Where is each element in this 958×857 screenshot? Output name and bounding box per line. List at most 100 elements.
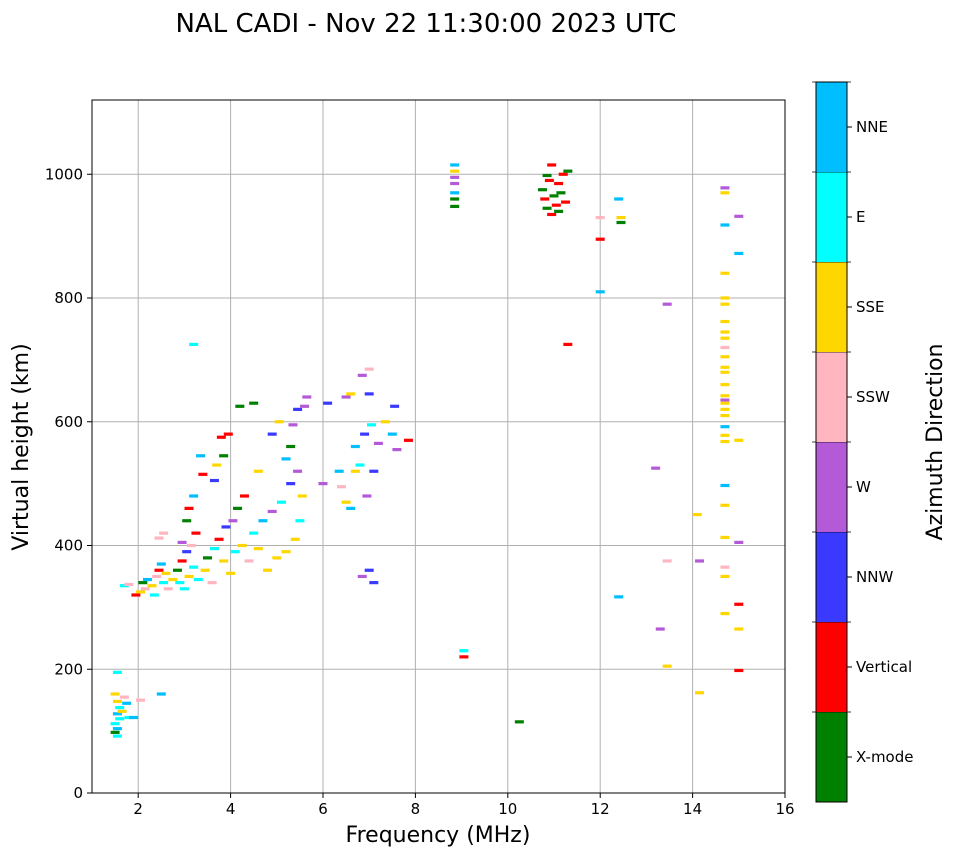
colorbar-label: SSE [856,298,885,316]
data-point [720,223,730,227]
data-point [203,556,212,560]
data-point [595,290,605,294]
data-point [459,655,469,659]
data-point [720,611,730,616]
colorbar-label: X-mode [856,748,913,766]
data-point [112,670,122,674]
data-point [219,559,229,563]
data-point [720,296,730,300]
data-point [124,582,134,587]
data-point [288,423,298,427]
data-point [595,237,605,241]
data-point [140,587,150,591]
data-point [551,203,561,207]
data-point [373,441,383,446]
data-point [357,574,367,579]
y-axis-ticks: 0 200 400 600 800 1000 [45,165,92,802]
data-point [720,345,730,350]
data-point [122,701,132,705]
data-point [350,469,360,473]
data-point [720,355,730,359]
data-point [720,503,730,507]
data-point [390,404,400,408]
data-point [614,595,624,599]
data-point [219,454,229,458]
data-point [110,692,120,696]
data-point [720,401,730,405]
y-tick-label: 200 [54,660,83,678]
colorbar-segment [816,82,847,172]
data-point [179,587,189,591]
colorbar-segment [816,442,847,532]
data-point [163,587,173,591]
colorbar-label: SSW [856,388,890,406]
data-point [720,439,730,444]
data-point [355,463,365,467]
data-point [189,494,199,498]
x-tick-label: 4 [226,800,236,818]
data-point [734,251,744,256]
data-point [720,302,730,306]
data-point [237,543,247,548]
data-point [318,482,328,486]
data-point [112,727,122,731]
data-point [459,649,469,653]
data-point [115,706,125,710]
data-point [115,717,125,721]
x-tick-label: 14 [683,800,702,818]
data-point [223,432,233,436]
data-point [350,444,360,449]
data-point [297,494,307,498]
data-point [226,571,236,575]
colorbar-label: Vertical [856,658,912,676]
data-point [357,373,367,377]
data-point [595,215,605,220]
x-tick-label: 10 [498,800,517,818]
x-tick-label: 16 [775,800,794,818]
x-tick-label: 12 [591,800,610,818]
data-point [720,330,730,334]
data-point [387,432,397,436]
data-point [369,469,379,473]
data-point [360,432,370,436]
y-tick-label: 0 [73,784,83,802]
data-point [249,401,259,405]
data-point [152,574,162,579]
data-point [341,500,351,504]
data-point [380,420,390,424]
data-point [554,209,564,213]
x-tick-label: 8 [411,800,421,818]
data-point [267,509,277,514]
data-point [542,206,552,210]
data-point [182,550,192,554]
data-point [720,574,730,579]
data-point [136,698,146,702]
data-point [209,478,219,483]
data-point [267,432,277,436]
data-point [334,469,344,473]
data-point [563,342,573,347]
data-point [720,535,730,540]
data-point [662,664,672,668]
data-point [734,214,744,218]
data-point [117,709,127,713]
data-point [149,593,159,597]
data-point [281,457,291,461]
data-point [302,395,312,399]
x-tick-label: 6 [318,800,328,818]
data-point [720,191,730,195]
data-point [110,722,120,726]
data-point [720,319,730,324]
data-point [161,571,171,575]
data-point [159,581,169,585]
x-axis-label: Frequency (MHz) [346,823,531,848]
data-point [720,407,730,411]
colorbar-title: Azimuth Direction [923,343,948,540]
data-point [214,537,224,541]
data-point [403,438,413,442]
data-point [200,568,210,572]
data-point [537,188,547,192]
data-point [540,197,550,201]
x-tick-label: 2 [133,800,143,818]
data-point [346,506,356,510]
